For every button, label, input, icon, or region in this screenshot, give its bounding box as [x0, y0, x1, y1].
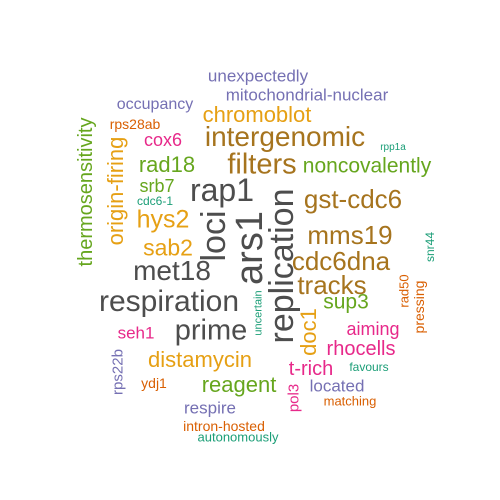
word-rad50: rad50 [396, 274, 412, 308]
word-chromoblot: chromoblot [202, 102, 312, 127]
word-tracks: tracks [297, 270, 367, 300]
word-doc1: doc1 [296, 308, 321, 356]
word-located: located [309, 376, 365, 396]
word-favours: favours [349, 360, 389, 374]
word-sab2: sab2 [143, 234, 193, 261]
word-snr44: snr44 [423, 231, 437, 263]
word-srb7: srb7 [139, 176, 175, 196]
word-cdc6-1: cdc6-1 [136, 194, 174, 208]
word-distamycin: distamycin [148, 347, 252, 372]
word-rps22b: rps22b [109, 349, 127, 395]
word-aiming: aiming [346, 319, 400, 339]
word-filters: filters [227, 148, 297, 181]
word-rad18: rad18 [138, 152, 196, 177]
word-matching: matching [323, 393, 377, 409]
word-pressing: pressing [411, 280, 427, 334]
word-loci: loci [195, 210, 233, 262]
word-uncertain: uncertain [252, 290, 265, 336]
word-rap1: rap1 [189, 172, 255, 208]
word-noncovalently: noncovalently [302, 154, 432, 178]
word-cdc6dna: cdc6dna [291, 246, 391, 276]
word-sup3: sup3 [323, 290, 369, 314]
word-reagent: reagent [201, 372, 277, 397]
word-mitochondrial-nuclear: mitochondrial-nuclear [225, 85, 389, 105]
word-seh1: seh1 [117, 323, 155, 343]
word-t-rich: t-rich [288, 358, 334, 380]
word-unexpectedly: unexpectedly [207, 66, 309, 86]
word-thermosensitivity: thermosensitivity [75, 117, 97, 267]
word-origin-firing: origin-firing [103, 136, 128, 246]
word-pol3: pol3 [285, 383, 303, 413]
word-intergenomic: intergenomic [204, 121, 366, 152]
word-ydj1: ydj1 [141, 375, 167, 391]
word-gst-cdc6: gst-cdc6 [303, 184, 403, 214]
word-respiration: respiration [98, 285, 240, 318]
word-rps28ab: rps28ab [109, 116, 161, 132]
word-prime: prime [174, 314, 248, 347]
word-occupancy: occupancy [116, 96, 194, 113]
word-hys2: hys2 [136, 205, 190, 234]
word-met18: met18 [133, 255, 211, 286]
word-rhocells: rhocells [326, 338, 396, 360]
word-autonomously: autonomously [197, 429, 279, 445]
word-intron-hosted: intron-hosted [183, 418, 265, 434]
word-cox6: cox6 [143, 130, 183, 150]
word-rpp1a: rpp1a [380, 142, 406, 153]
word-respire: respire [184, 398, 236, 418]
word-mms19: mms19 [307, 220, 393, 250]
